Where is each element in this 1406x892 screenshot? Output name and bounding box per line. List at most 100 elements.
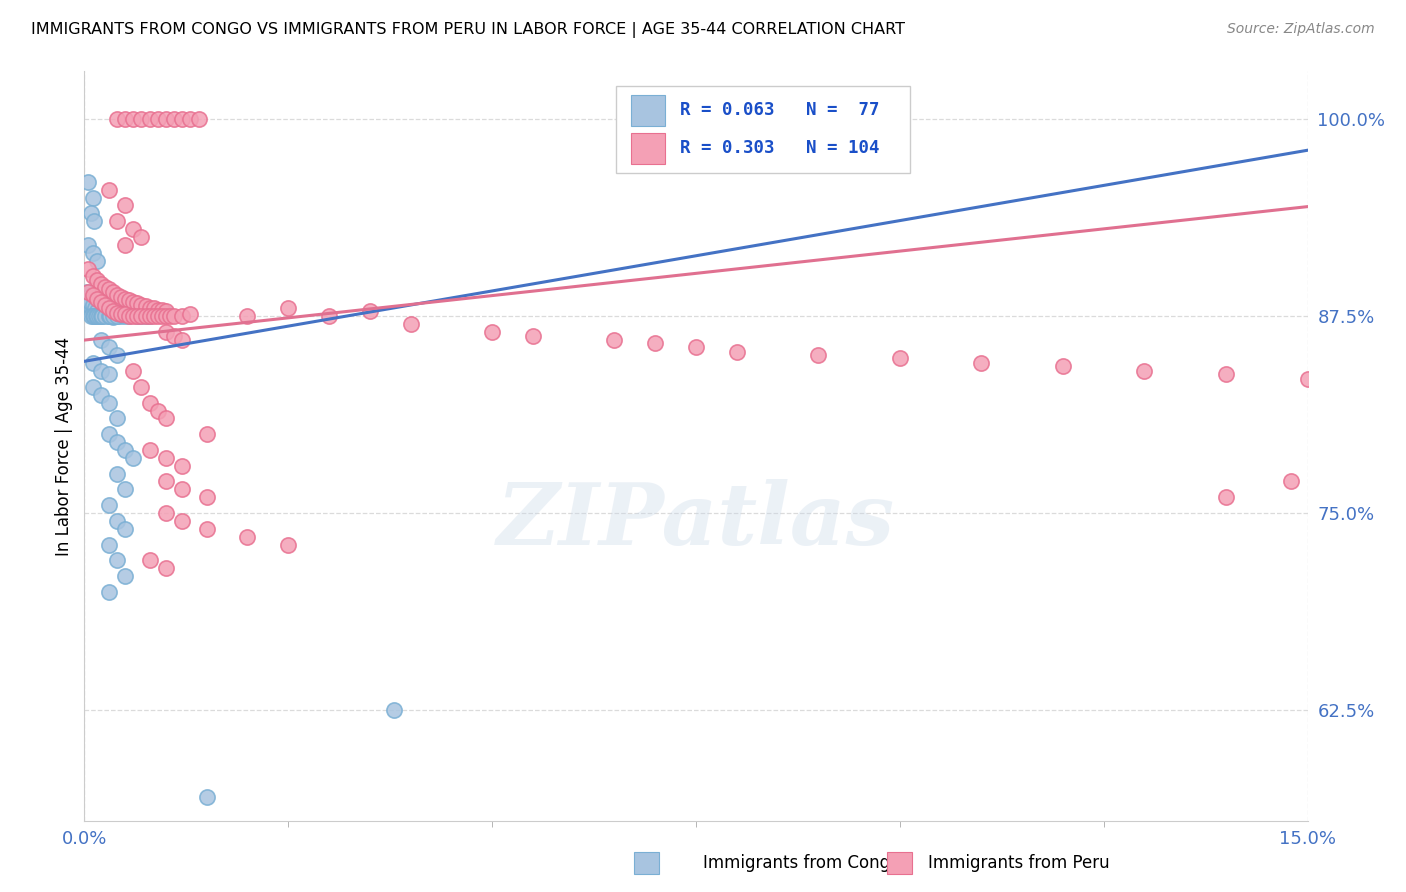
Point xyxy=(97,538,120,552)
Point xyxy=(179,307,201,321)
Point xyxy=(150,309,173,323)
Point xyxy=(970,356,993,370)
Point xyxy=(138,301,160,315)
Point xyxy=(118,309,141,323)
Point xyxy=(399,317,422,331)
Point xyxy=(77,290,100,304)
Point xyxy=(105,514,128,528)
Point xyxy=(382,703,405,717)
Point xyxy=(90,364,112,378)
Text: R = 0.063   N =  77: R = 0.063 N = 77 xyxy=(681,102,880,120)
Point xyxy=(131,112,153,126)
Point xyxy=(122,112,145,126)
Point xyxy=(118,293,141,307)
Point xyxy=(114,198,136,212)
Point xyxy=(481,325,503,339)
Point xyxy=(86,309,108,323)
Point xyxy=(195,427,218,442)
Point xyxy=(146,302,169,317)
Point xyxy=(318,309,340,323)
Point xyxy=(163,309,186,323)
Point xyxy=(76,293,98,307)
Point xyxy=(1133,364,1156,378)
Point xyxy=(93,280,115,294)
Point xyxy=(76,285,98,300)
Point xyxy=(277,301,299,315)
Point xyxy=(1296,372,1319,386)
Point xyxy=(146,309,169,323)
Point xyxy=(101,309,124,323)
Point xyxy=(172,458,194,473)
Point xyxy=(1215,490,1237,504)
Point xyxy=(82,288,104,302)
Text: Immigrants from Peru: Immigrants from Peru xyxy=(928,855,1109,872)
Point xyxy=(135,309,157,323)
Point xyxy=(135,309,157,323)
Y-axis label: In Labor Force | Age 35-44: In Labor Force | Age 35-44 xyxy=(55,336,73,556)
Point xyxy=(138,309,160,323)
Point xyxy=(93,309,115,323)
Point xyxy=(90,309,112,323)
Point xyxy=(90,306,112,320)
Point xyxy=(142,309,165,323)
Point xyxy=(97,368,120,382)
Point xyxy=(105,112,128,126)
Point xyxy=(644,335,666,350)
Text: Source: ZipAtlas.com: Source: ZipAtlas.com xyxy=(1227,22,1375,37)
Point xyxy=(163,112,186,126)
Point xyxy=(97,340,120,354)
Point xyxy=(100,309,122,323)
Bar xyxy=(631,133,665,164)
Point xyxy=(114,522,136,536)
Point xyxy=(195,522,218,536)
Point xyxy=(105,348,128,362)
Point xyxy=(105,553,128,567)
Point xyxy=(236,530,259,544)
Point xyxy=(195,490,218,504)
Point xyxy=(142,301,165,315)
Point xyxy=(603,333,626,347)
Point xyxy=(84,301,107,315)
Point xyxy=(97,301,120,315)
Point xyxy=(82,269,104,284)
Point xyxy=(80,301,103,315)
Point xyxy=(172,514,194,528)
Point xyxy=(122,309,145,323)
Point xyxy=(97,498,120,512)
Point xyxy=(172,483,194,497)
Point xyxy=(91,309,114,323)
Point xyxy=(1279,475,1302,489)
Point xyxy=(131,230,153,244)
Point xyxy=(127,296,149,310)
Point xyxy=(155,450,177,465)
Point xyxy=(187,112,209,126)
Point xyxy=(77,285,100,300)
Point xyxy=(97,282,120,296)
Point xyxy=(114,112,136,126)
Point xyxy=(146,307,169,321)
Point xyxy=(90,309,112,323)
Point xyxy=(110,306,132,320)
Bar xyxy=(631,95,665,126)
Point xyxy=(359,304,381,318)
Point xyxy=(155,411,177,425)
Point xyxy=(179,112,201,126)
Point xyxy=(105,411,128,425)
Point xyxy=(150,302,173,317)
Point xyxy=(79,294,101,309)
Point xyxy=(155,325,177,339)
Point xyxy=(83,214,105,228)
Point xyxy=(114,569,136,583)
Point xyxy=(127,309,149,323)
Text: IMMIGRANTS FROM CONGO VS IMMIGRANTS FROM PERU IN LABOR FORCE | AGE 35-44 CORRELA: IMMIGRANTS FROM CONGO VS IMMIGRANTS FROM… xyxy=(31,22,905,38)
Point xyxy=(83,306,105,320)
Point xyxy=(82,380,104,394)
FancyBboxPatch shape xyxy=(616,87,910,172)
Point xyxy=(685,340,707,354)
Point xyxy=(122,364,145,378)
Point xyxy=(82,190,104,204)
Point xyxy=(82,245,104,260)
Point xyxy=(105,467,128,481)
Point xyxy=(146,112,169,126)
Point xyxy=(155,112,177,126)
